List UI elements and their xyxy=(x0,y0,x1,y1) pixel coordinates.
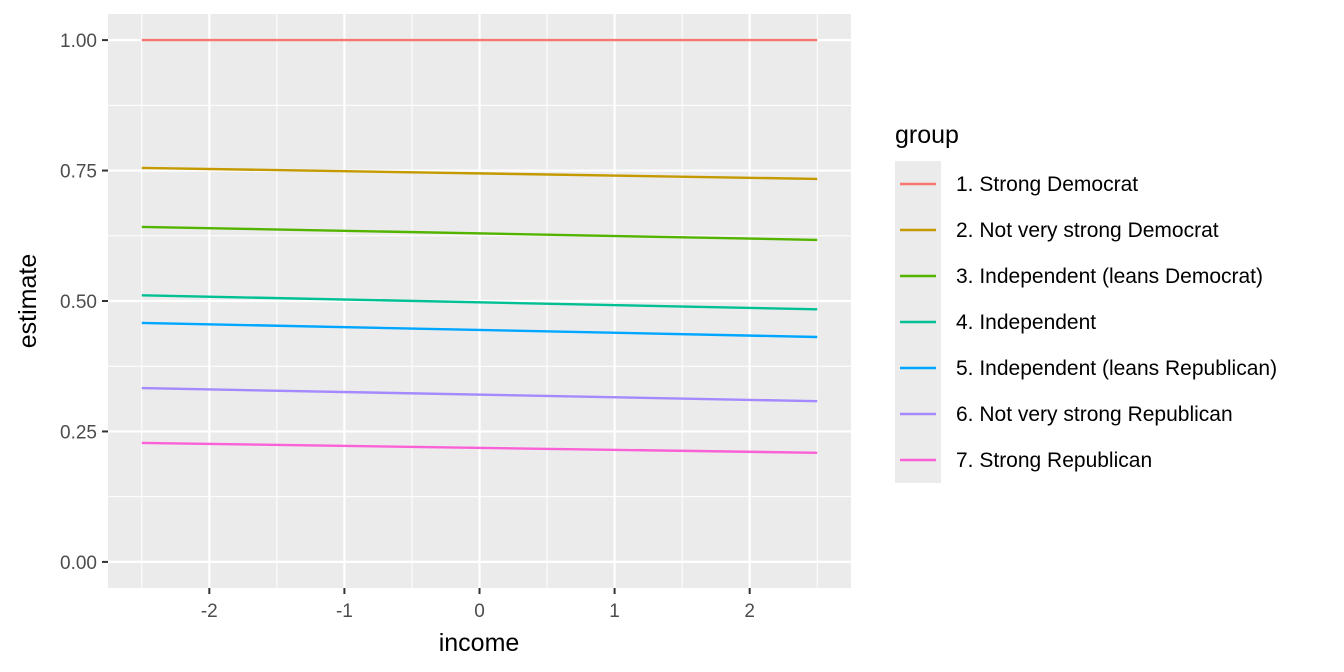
y-axis-title: estimate xyxy=(14,254,42,348)
series-line-7 xyxy=(141,441,818,454)
legend: group 1. Strong Democrat 2. Not very stro… xyxy=(895,121,1277,483)
legend-label-5: 5. Independent (leans Republican) xyxy=(956,357,1277,380)
series-line-2 xyxy=(141,166,818,181)
legend-label-6: 6. Not very strong Republican xyxy=(956,403,1233,426)
x-tick-label: 1 xyxy=(609,601,620,622)
x-tick-label: 2 xyxy=(744,601,755,622)
legend-title: group xyxy=(895,121,959,149)
y-tick-label: 0.00 xyxy=(60,553,97,574)
x-tick-label: -2 xyxy=(201,601,218,622)
series-lines xyxy=(141,38,818,454)
x-tick-label: 0 xyxy=(474,601,485,622)
x-axis-title: income xyxy=(439,629,520,657)
y-axis: 0.00 0.25 0.50 0.75 1.00 xyxy=(60,31,108,574)
legend-label-2: 2. Not very strong Democrat xyxy=(956,219,1219,242)
y-tick-label: 0.25 xyxy=(60,422,97,443)
y-tick-label: 0.50 xyxy=(60,292,97,313)
series-line-3 xyxy=(141,225,818,242)
series-line-6 xyxy=(141,386,818,403)
x-axis: -2 -1 0 1 2 xyxy=(201,588,755,622)
y-tick-label: 0.75 xyxy=(60,162,97,183)
series-line-4 xyxy=(141,294,818,311)
legend-label-1: 1. Strong Democrat xyxy=(956,173,1138,196)
legend-label-3: 3. Independent (leans Democrat) xyxy=(956,265,1263,288)
legend-label-7: 7. Strong Republican xyxy=(956,449,1152,472)
legend-label-4: 4. Independent xyxy=(956,311,1096,334)
y-tick-label: 1.00 xyxy=(60,31,97,52)
x-tick-label: -1 xyxy=(336,601,353,622)
series-line-5 xyxy=(141,321,818,339)
